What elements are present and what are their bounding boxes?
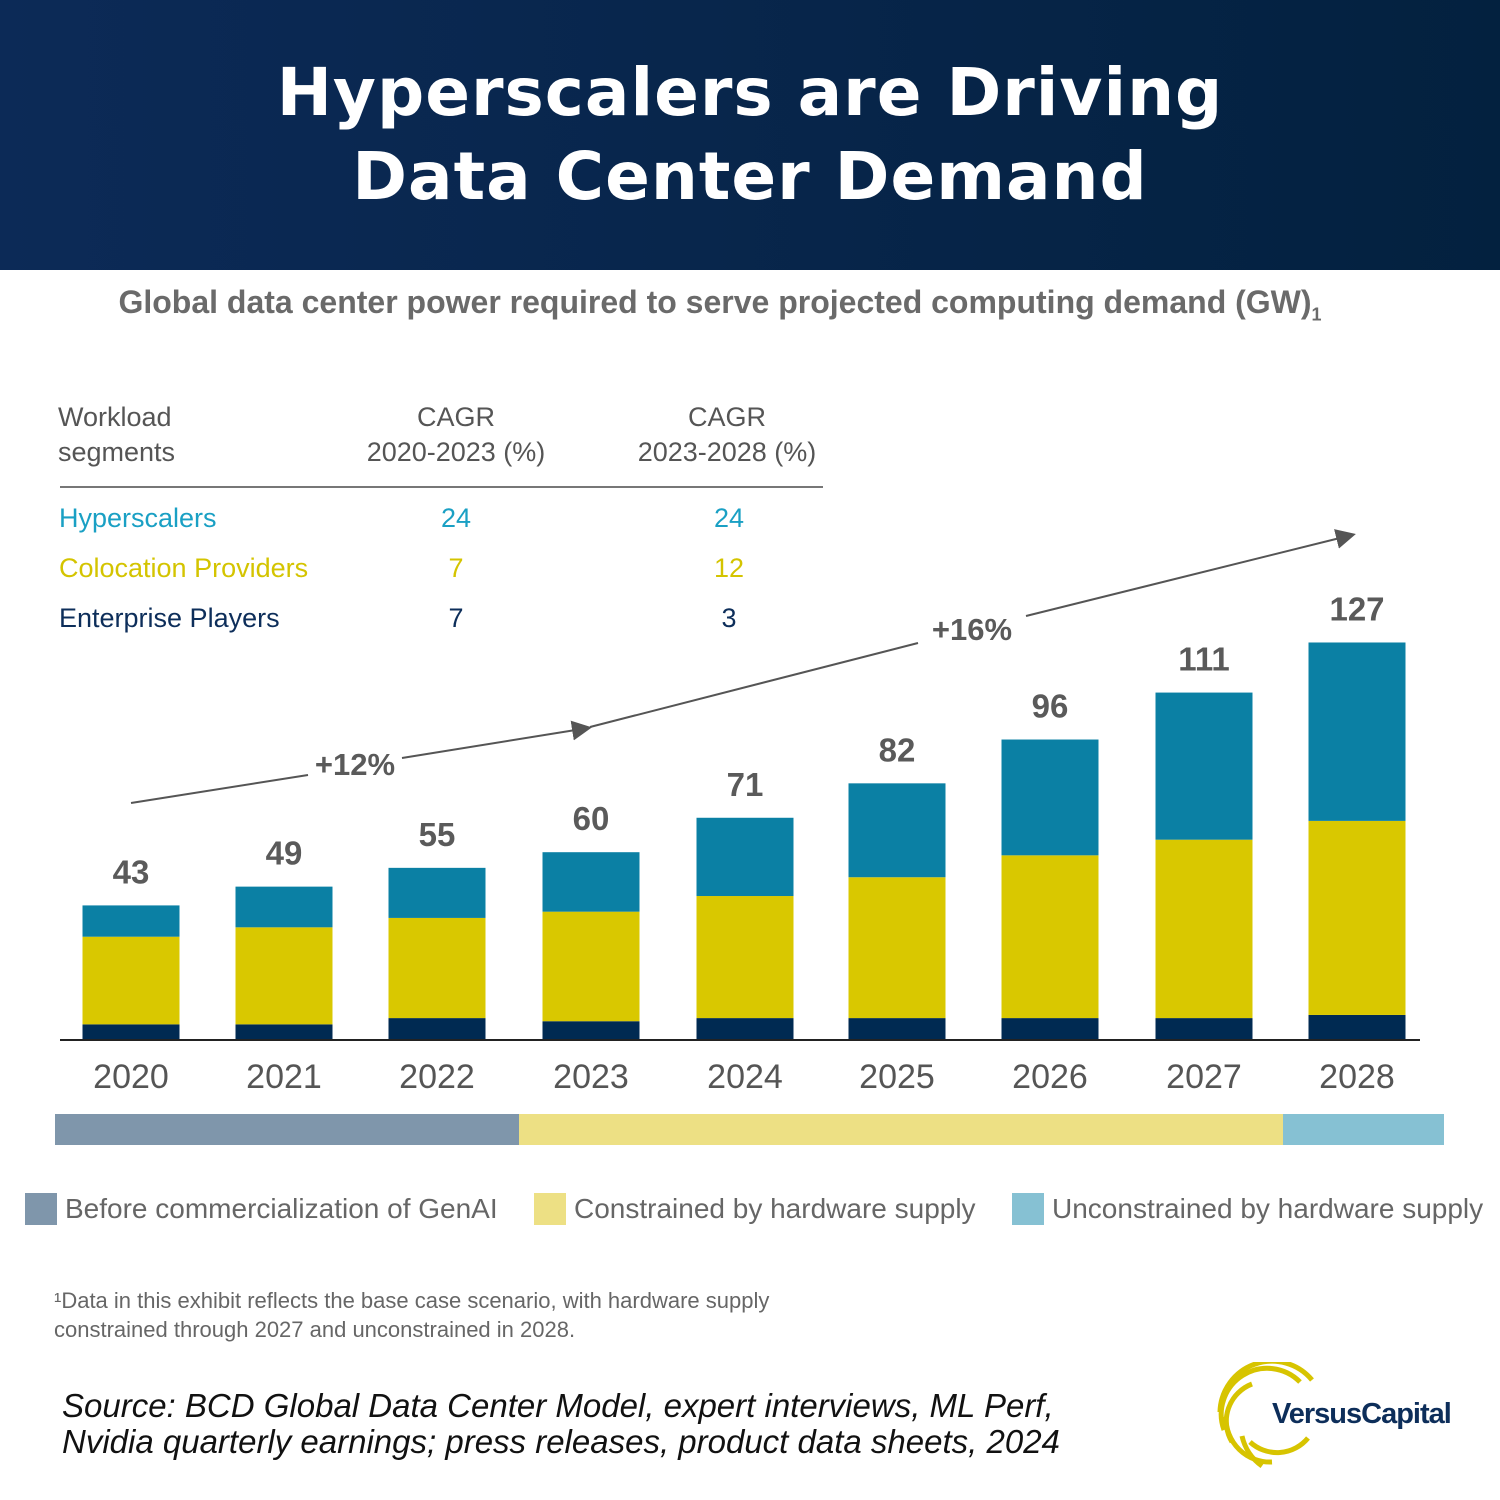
legend-swatch <box>25 1193 57 1225</box>
bar-segment-hyperscalers <box>235 886 333 928</box>
table-cell-cagr-2023-2028: 24 <box>713 503 745 533</box>
growth-arrow-line <box>589 642 919 728</box>
table-header-cagr-2023-2028: CAGR 2023-2028 (%) <box>637 402 817 467</box>
table-cell-cagr-2020-2023: 7 <box>448 553 464 583</box>
legend-item-constrained: Constrained by hardware supply <box>534 1193 976 1225</box>
bar-segment-enterprise <box>696 1018 794 1040</box>
x-tick-label: 2024 <box>707 1058 783 1096</box>
table-cell-cagr-2020-2023: 24 <box>440 503 472 533</box>
bar-segment-enterprise <box>542 1021 640 1040</box>
table-cell-cagr-2020-2023: 7 <box>448 603 464 633</box>
bar-segment-hyperscalers <box>1155 692 1253 840</box>
x-tick-label: 2027 <box>1166 1058 1242 1096</box>
growth-arrow-line <box>130 774 309 804</box>
bar-segment-colocation <box>1308 820 1406 1015</box>
cagr-annotation-16: +16% <box>932 612 1012 647</box>
bar-segment-enterprise <box>1001 1018 1099 1040</box>
bar-segment-colocation <box>1001 855 1099 1019</box>
header-banner: Hyperscalers are Driving Data Center Dema… <box>0 0 1500 270</box>
table-cell-segment: Hyperscalers <box>59 503 217 533</box>
bar-segment-colocation <box>848 877 946 1019</box>
bar-segment-colocation <box>82 936 180 1025</box>
bar-total-label: 60 <box>573 800 610 837</box>
growth-arrow-16 <box>1025 529 1356 617</box>
logo-arcs-icon <box>1217 1362 1314 1469</box>
x-tick-label: 2020 <box>93 1058 169 1096</box>
bar-segment-hyperscalers <box>82 905 180 937</box>
table-cell-cagr-2023-2028: 12 <box>713 553 745 583</box>
subtitle-text: Global data center power required to ser… <box>118 284 1312 320</box>
timeline-segment <box>519 1114 1283 1145</box>
bar-segment-colocation <box>1155 839 1253 1019</box>
bar-segment-enterprise <box>1155 1018 1253 1040</box>
bar-total-label: 55 <box>419 816 456 853</box>
bar-segment-enterprise <box>82 1024 180 1040</box>
timeline-segment <box>1283 1114 1444 1145</box>
table-header-segments: Workload segments <box>58 402 176 467</box>
bar-total-label: 49 <box>266 835 303 872</box>
growth-arrow-12 <box>401 720 592 759</box>
x-tick-label: 2025 <box>859 1058 935 1096</box>
table-header-cagr-2020-2023: CAGR 2020-2023 (%) <box>366 402 546 467</box>
cagr-annotation-12: +12% <box>315 747 395 782</box>
legend-swatch <box>534 1193 566 1225</box>
source-note: Source: BCD Global Data Center Model, ex… <box>62 1387 1060 1460</box>
versus-capital-logo: VersusCapital <box>1212 1362 1482 1472</box>
bar-segment-enterprise <box>388 1018 486 1040</box>
bar-total-label: 43 <box>113 853 150 890</box>
table-cell-segment: Colocation Providers <box>59 553 309 583</box>
bar-segment-colocation <box>696 896 794 1019</box>
x-tick-label: 2026 <box>1012 1058 1088 1096</box>
x-tick-label: 2022 <box>399 1058 475 1096</box>
x-tick-label: 2021 <box>246 1058 322 1096</box>
bar-segment-hyperscalers <box>696 817 794 897</box>
table-divider <box>60 486 823 488</box>
logo-text: VersusCapital <box>1272 1398 1452 1430</box>
legend-item-before-genai: Before commercialization of GenAI <box>25 1193 498 1225</box>
subtitle-footnote-marker: 1 <box>1311 304 1322 325</box>
x-tick-label: 2028 <box>1319 1058 1395 1096</box>
table-cell-cagr-2023-2028: 3 <box>721 603 737 633</box>
bar-total-label: 71 <box>727 766 764 803</box>
bar-segment-colocation <box>235 927 333 1025</box>
bar-segment-enterprise <box>1308 1014 1406 1040</box>
bar-segment-enterprise <box>235 1024 333 1040</box>
bar-total-label: 111 <box>1178 641 1229 678</box>
chart-subtitle: Global data center power required to ser… <box>0 284 1440 325</box>
bar-segment-hyperscalers <box>542 852 640 912</box>
title-line-2: Data Center Demand <box>352 138 1148 215</box>
title-line-1: Hyperscalers are Driving <box>276 54 1224 131</box>
bar-segment-hyperscalers <box>388 867 486 918</box>
bar-segment-colocation <box>542 911 640 1022</box>
bar-segment-hyperscalers <box>848 783 946 878</box>
bar-total-label: 127 <box>1329 590 1384 627</box>
bar-segment-colocation <box>388 917 486 1019</box>
bar-segment-enterprise <box>848 1018 946 1040</box>
bar-total-label: 82 <box>879 731 916 768</box>
page-title: Hyperscalers are Driving Data Center Dema… <box>277 51 1224 219</box>
bar-segment-hyperscalers <box>1001 739 1099 856</box>
bar-total-label: 96 <box>1032 688 1069 725</box>
footnote: ¹Data in this exhibit reflects the base … <box>54 1288 770 1342</box>
legend-swatch <box>1012 1193 1044 1225</box>
x-tick-label: 2023 <box>553 1058 629 1096</box>
legend-item-unconstrained: Unconstrained by hardware supply <box>1012 1193 1483 1225</box>
timeline-segment <box>55 1114 519 1145</box>
bar-segment-hyperscalers <box>1308 642 1406 821</box>
table-cell-segment: Enterprise Players <box>59 603 280 633</box>
